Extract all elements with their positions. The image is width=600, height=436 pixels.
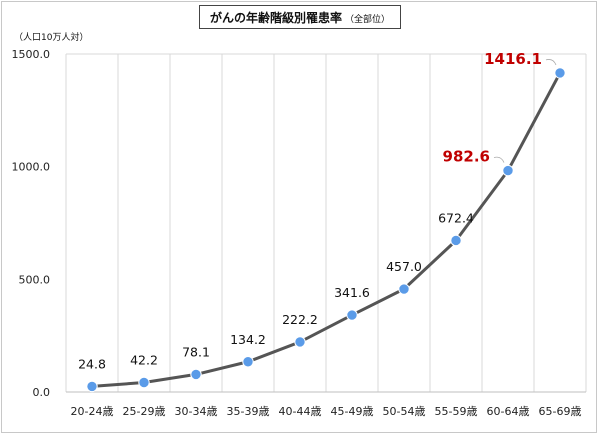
x-tick-label: 65-69歳 — [539, 405, 582, 418]
data-point — [86, 380, 98, 393]
y-tick-label: 500.0 — [19, 273, 51, 286]
data-point — [346, 309, 358, 321]
data-label: 24.8 — [78, 356, 106, 371]
data-label-leader — [545, 59, 557, 66]
data-point — [554, 67, 566, 79]
data-label: 982.6 — [443, 148, 490, 166]
x-tick-label: 25-29歳 — [123, 405, 166, 418]
x-tick-label: 40-44歳 — [279, 405, 322, 418]
data-label: 672.4 — [438, 210, 474, 225]
data-point — [398, 283, 410, 295]
x-tick-label: 45-49歳 — [331, 405, 374, 418]
chart-title: がんの年齢階級別罹患率 — [209, 11, 342, 25]
data-point — [242, 356, 254, 368]
y-axis-unit-label: （人口10万人対） — [14, 33, 89, 43]
y-tick-label: 0.0 — [33, 386, 51, 399]
data-label: 78.1 — [182, 344, 210, 359]
data-point — [502, 164, 514, 177]
data-point — [294, 336, 306, 348]
x-tick-label: 60-64歳 — [487, 405, 530, 418]
y-tick-label: 1500.0 — [12, 48, 51, 61]
series-line — [91, 72, 562, 388]
data-point — [138, 376, 150, 389]
data-label: 341.6 — [334, 285, 370, 300]
chart-title-box: がんの年齢階級別罹患率 （全部位） — [198, 5, 402, 29]
data-label-leader — [493, 156, 505, 163]
x-tick-label: 20-24歳 — [71, 405, 114, 418]
data-label: 134.2 — [230, 332, 266, 347]
x-tick-label: 50-54歳 — [383, 405, 426, 418]
data-label: 1416.1 — [484, 50, 542, 68]
chart-title-wrap: がんの年齢階級別罹患率 （全部位） — [0, 5, 600, 29]
data-label: 222.2 — [282, 312, 318, 327]
data-point — [450, 234, 462, 247]
x-tick-label: 55-59歳 — [435, 405, 478, 418]
x-tick-label: 35-39歳 — [227, 405, 270, 418]
x-tick-label: 30-34歳 — [175, 405, 218, 418]
data-point — [190, 368, 202, 381]
y-tick-label: 1000.0 — [12, 161, 51, 174]
data-label: 457.0 — [386, 259, 422, 274]
data-label: 42.2 — [130, 352, 158, 367]
chart-subtitle: （全部位） — [345, 15, 391, 25]
